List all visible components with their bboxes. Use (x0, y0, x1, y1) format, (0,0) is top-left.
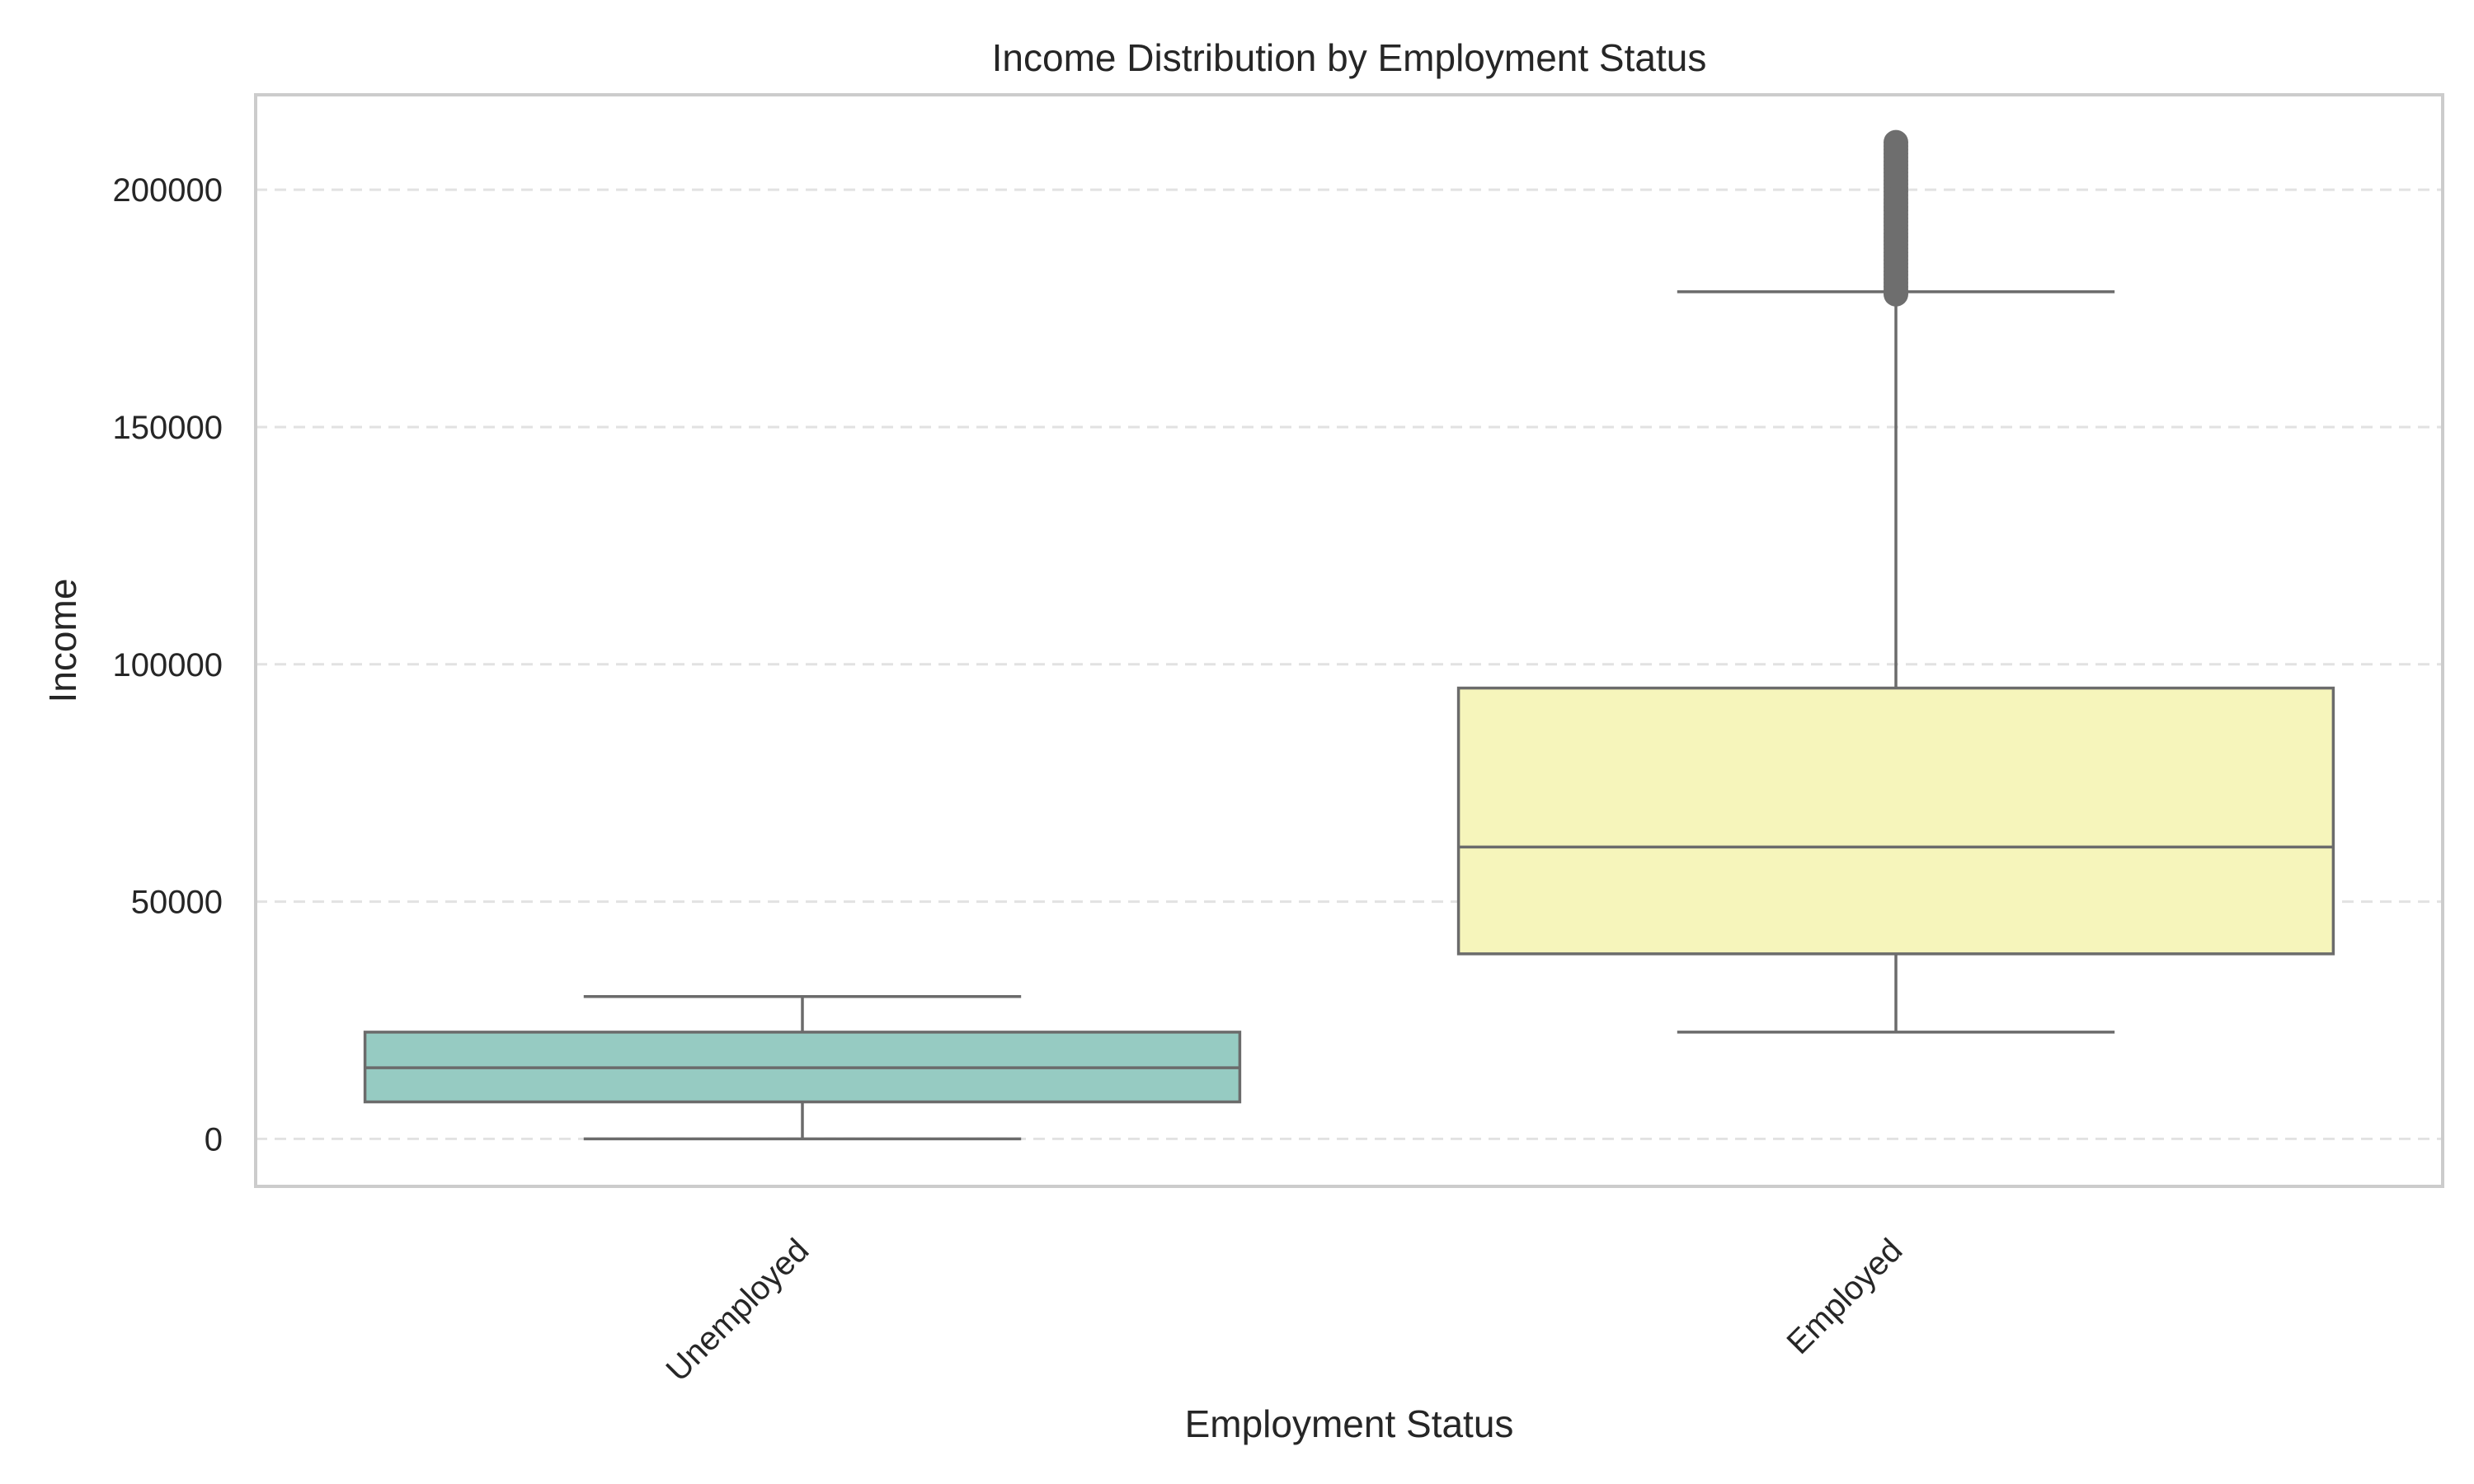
y-tick-label-100000: 100000 (113, 647, 223, 683)
y-axis-label: Income (41, 579, 84, 703)
x-tick-labels: Unemployed Employed (659, 1232, 1909, 1388)
y-tick-label-0: 0 (205, 1121, 223, 1158)
y-tick-label-50000: 50000 (131, 885, 223, 921)
iqr-box-employed (1456, 686, 2335, 956)
y-tick-label-150000: 150000 (113, 410, 223, 446)
x-tick-label-unemployed: Unemployed (659, 1232, 816, 1388)
outlier-point-employed (1884, 129, 1908, 155)
chart-title: Income Distribution by Employment Status (992, 36, 1707, 79)
y-tick-label-200000: 200000 (113, 172, 223, 209)
x-tick-label-employed: Employed (1780, 1232, 1909, 1361)
x-axis-label: Employment Status (1185, 1402, 1514, 1445)
plot-frame (254, 93, 2444, 1188)
y-tick-labels: 0 50000 100000 150000 200000 (113, 172, 223, 1158)
box-unemployed (363, 994, 1242, 1141)
box-layer (363, 129, 2335, 1141)
box-employed (1456, 129, 2335, 1034)
